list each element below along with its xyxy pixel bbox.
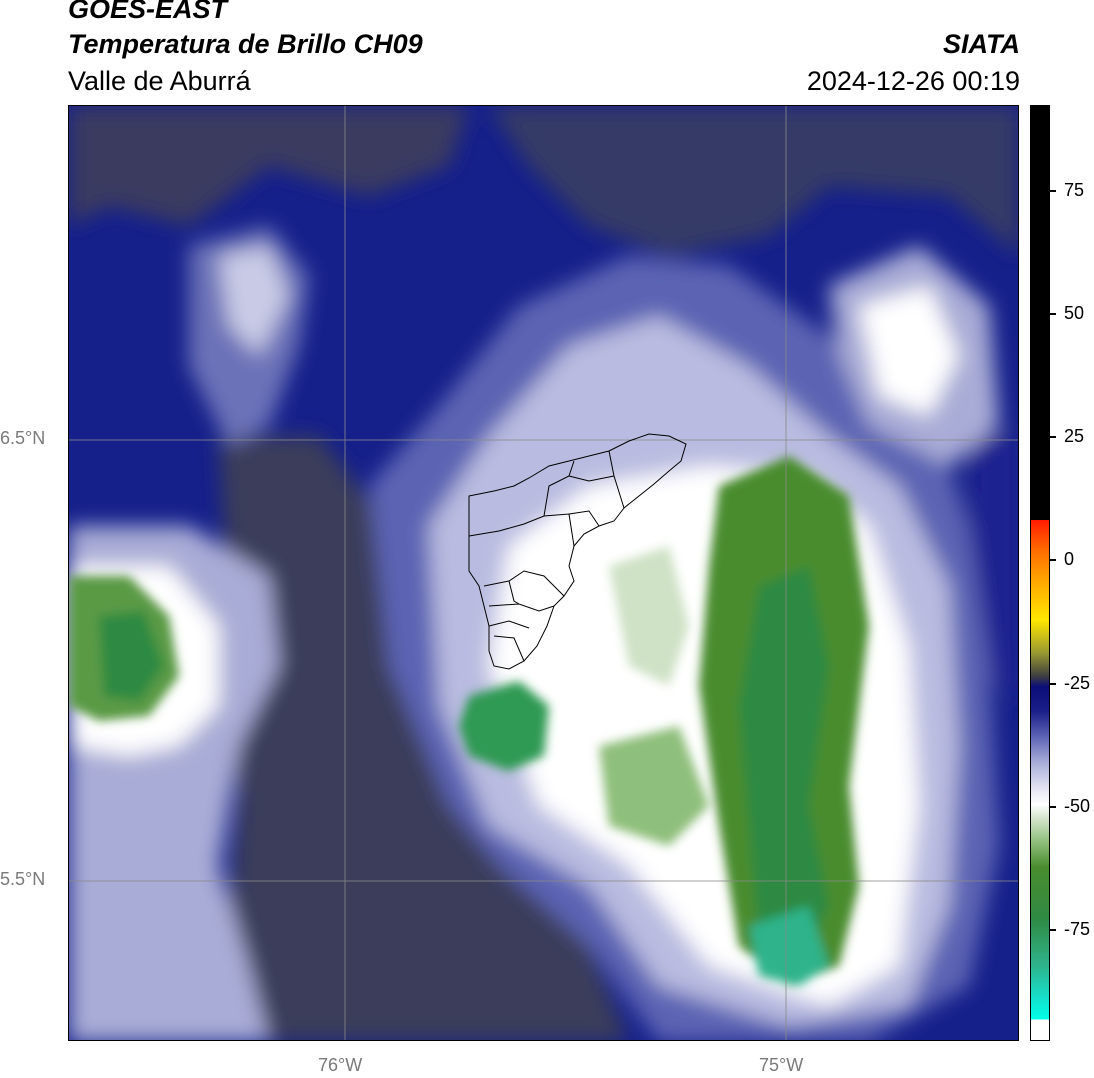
colorbar-tick xyxy=(1050,559,1056,561)
colorbar-label-minus-25: -25 xyxy=(1064,673,1091,693)
colorbar-tick xyxy=(1050,313,1056,315)
satellite-title: GOES-EAST xyxy=(68,0,228,24)
municipal-boundaries xyxy=(468,433,687,670)
graticule xyxy=(69,106,1018,1040)
lat-label-6-5n: 6.5°N xyxy=(0,428,46,448)
colorbar-label-25: 25 xyxy=(1064,426,1085,446)
satellite-map xyxy=(68,105,1019,1041)
colorbar-label-minus-50: -50 xyxy=(1064,796,1091,816)
cold-core-center xyxy=(459,681,549,771)
colorbar-label-50: 50 xyxy=(1064,303,1085,323)
product-title: Temperatura de Brillo CH09 xyxy=(68,29,423,59)
agency-label: SIATA xyxy=(943,29,1020,59)
datetime-label: 2024-12-26 00:19 xyxy=(806,66,1020,96)
lat-label-5-5n: 5.5°N xyxy=(0,869,46,889)
colorbar-tick xyxy=(1050,436,1056,438)
brightness-temperature-field xyxy=(69,106,1018,1040)
colorbar-label-75: 75 xyxy=(1064,180,1085,200)
region-label: Valle de Aburrá xyxy=(68,66,251,96)
lon-label-75w: 75°W xyxy=(759,1055,804,1075)
clear-region-north xyxy=(69,106,469,226)
colorbar-tick xyxy=(1050,683,1056,685)
colorbar xyxy=(1030,105,1050,1041)
colorbar-label-minus-75: -75 xyxy=(1064,919,1091,939)
colorbar-tick xyxy=(1050,190,1056,192)
colorbar-tick xyxy=(1050,929,1056,931)
lon-label-76w: 76°W xyxy=(318,1055,363,1075)
colorbar-tick xyxy=(1050,806,1056,808)
clear-region-northeast xyxy=(489,106,1018,256)
colorbar-label-0: 0 xyxy=(1064,549,1075,569)
